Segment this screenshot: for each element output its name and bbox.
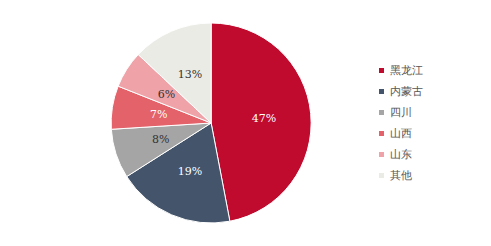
svg-text:6%: 6% — [158, 88, 175, 101]
svg-text:13%: 13% — [178, 68, 202, 81]
svg-text:山东: 山东 — [390, 148, 412, 161]
svg-text:四川: 四川 — [390, 106, 412, 119]
svg-text:其他: 其他 — [390, 169, 412, 182]
svg-text:7%: 7% — [150, 108, 167, 121]
svg-text:内蒙古: 内蒙古 — [390, 85, 423, 98]
svg-text:19%: 19% — [178, 165, 202, 178]
svg-text:黑龙江: 黑龙江 — [390, 64, 423, 77]
svg-text:山西: 山西 — [390, 127, 412, 140]
svg-text:8%: 8% — [152, 133, 169, 146]
svg-text:47%: 47% — [252, 112, 276, 125]
